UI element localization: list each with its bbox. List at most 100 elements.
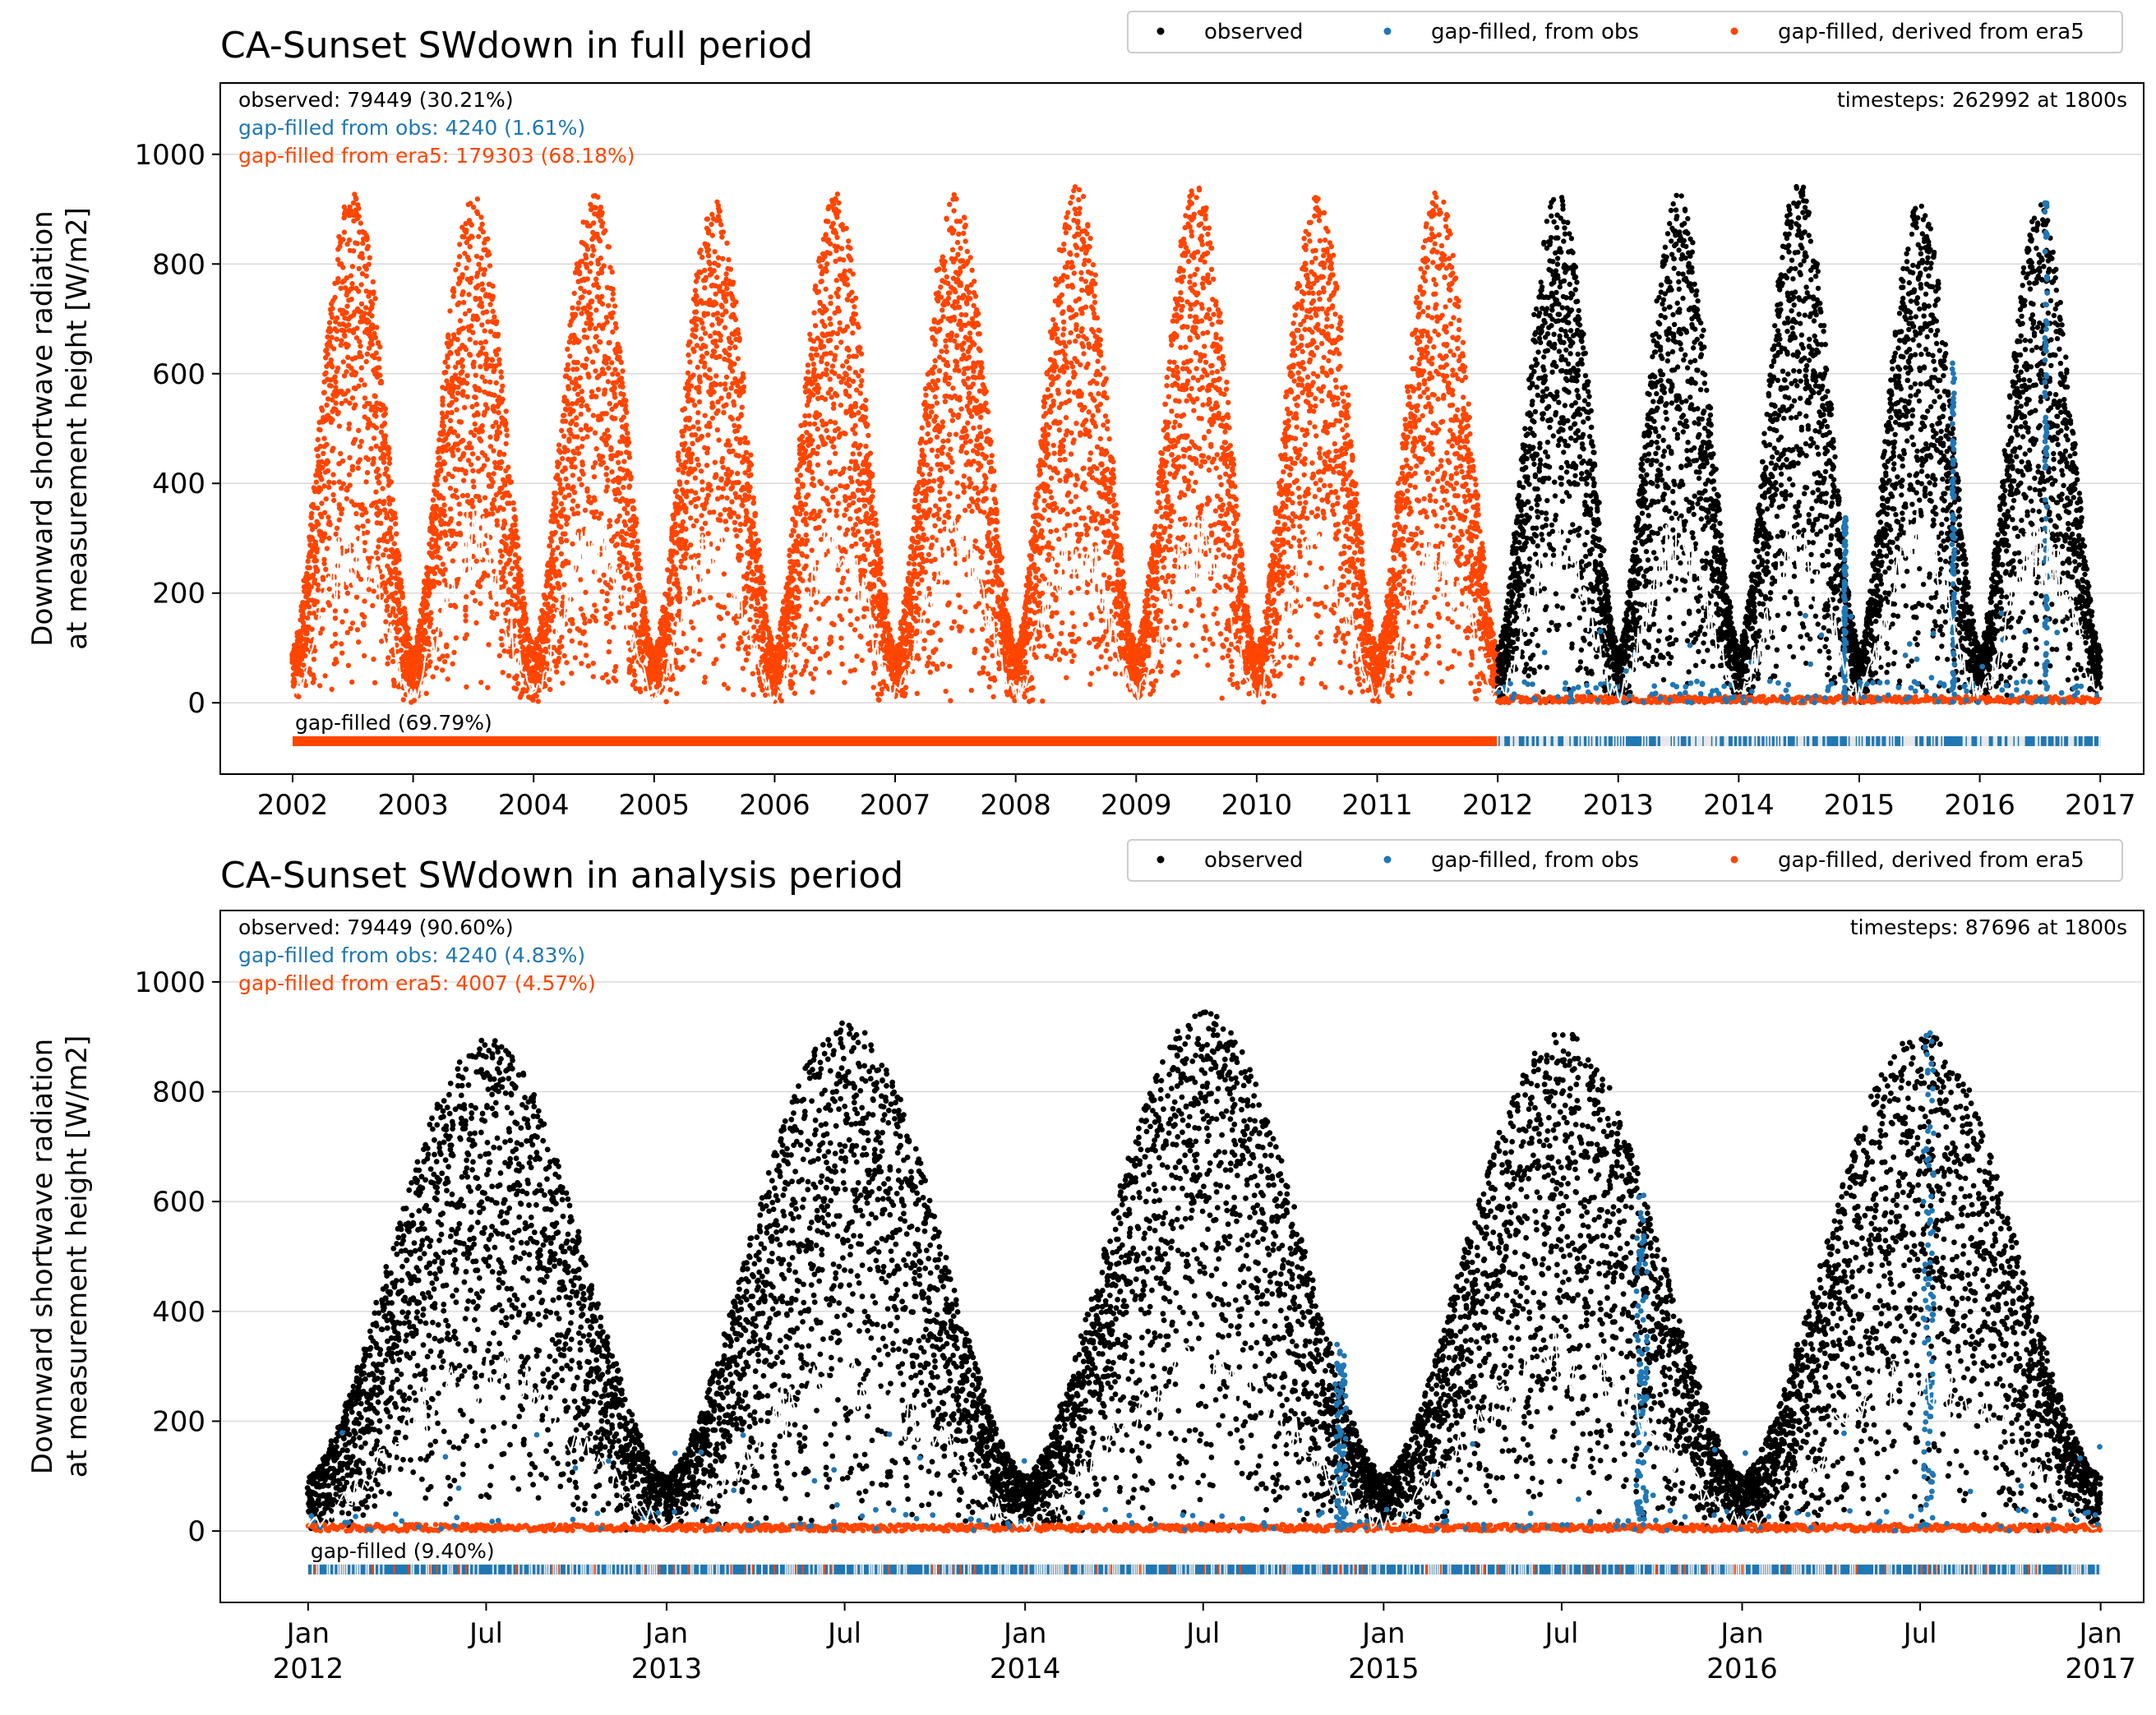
gap-strip-era5-ticks bbox=[314, 1564, 2059, 1574]
legend-entry-1: observed bbox=[1204, 848, 1304, 873]
x-tick-label-month: Jul bbox=[1184, 1617, 1220, 1650]
legend-entry-1: observed bbox=[1204, 20, 1304, 44]
stats-line-1: observed: 79449 (30.21%) bbox=[238, 88, 514, 112]
gap-filled-label: gap-filled (69.79%) bbox=[295, 711, 492, 735]
x-tick-label-month: Jul bbox=[468, 1617, 503, 1650]
x-tick-label-month: Jan bbox=[1360, 1617, 1405, 1650]
x-tick-label: 2014 bbox=[1703, 789, 1775, 822]
x-tick-label: 2008 bbox=[980, 789, 1051, 822]
x-tick-label: 2007 bbox=[860, 789, 931, 822]
axes-frame bbox=[219, 82, 2144, 775]
data-points bbox=[289, 183, 2103, 706]
gap-strip bbox=[307, 1564, 2101, 1574]
x-tick-label: 2010 bbox=[1221, 789, 1293, 822]
legend-marker-3 bbox=[1730, 27, 1738, 35]
plot-area bbox=[220, 981, 2144, 1574]
legend-entry-3: gap-filled, derived from era5 bbox=[1778, 20, 2084, 44]
data-points bbox=[304, 1009, 2103, 1534]
legend-entry-3: gap-filled, derived from era5 bbox=[1778, 848, 2084, 873]
legend-frame bbox=[1127, 11, 2123, 53]
x-tick-label-month: Jul bbox=[1543, 1617, 1578, 1650]
x-tick-label-month: Jul bbox=[826, 1617, 861, 1650]
x-tick-label-year: 2017 bbox=[2065, 1653, 2136, 1685]
y-tick-label: 400 bbox=[152, 1296, 205, 1329]
y-tick-label: 1000 bbox=[134, 139, 205, 172]
x-tick-label-month: Jan bbox=[285, 1617, 330, 1650]
legend-marker-2 bbox=[1383, 855, 1392, 864]
plot-area bbox=[220, 154, 2144, 746]
x-tick-label-year: 2013 bbox=[631, 1653, 703, 1685]
legend-marker-1 bbox=[1156, 27, 1165, 35]
legend-entry-2: gap-filled, from obs bbox=[1431, 848, 1639, 873]
daily-mean-line bbox=[307, 1321, 2098, 1533]
observed-series bbox=[304, 1009, 2103, 1533]
legend: observed gap-filled, from obs gap-filled, … bbox=[1127, 11, 2123, 53]
stats-line-3: gap-filled from era5: 179303 (68.18%) bbox=[238, 144, 635, 168]
x-tick-label: 2015 bbox=[1824, 789, 1895, 822]
y-axis-label-line1: Downward shortwave radiation bbox=[26, 210, 59, 646]
legend-marker-2 bbox=[1383, 27, 1392, 35]
x-tick-label: 2004 bbox=[498, 789, 570, 822]
x-tick-label: 2013 bbox=[1582, 789, 1654, 822]
x-tick-label-month: Jan bbox=[1002, 1617, 1046, 1650]
x-tick-label: 2017 bbox=[2065, 789, 2136, 822]
x-tick-label: 2016 bbox=[1944, 789, 2015, 822]
x-tick-label: 2011 bbox=[1341, 789, 1413, 822]
gap-strip-gaps bbox=[1497, 735, 2100, 746]
y-tick-label: 800 bbox=[152, 248, 205, 281]
legend-frame bbox=[1127, 839, 2123, 882]
legend-marker-1 bbox=[1156, 855, 1165, 864]
y-tick-label: 0 bbox=[187, 687, 205, 720]
timesteps-label: timesteps: 262992 at 1800s bbox=[1837, 88, 2127, 112]
stats-line-2: gap-filled from obs: 4240 (4.83%) bbox=[238, 943, 585, 967]
legend: observed gap-filled, from obs gap-filled, … bbox=[1127, 839, 2123, 882]
x-tick-label-year: 2015 bbox=[1348, 1653, 1420, 1685]
gap-strip-gaps bbox=[312, 1564, 2101, 1574]
chart-title: CA-Sunset SWdown in analysis period bbox=[220, 855, 903, 897]
stats-line-1: observed: 79449 (90.60%) bbox=[238, 915, 514, 939]
era5-near-zero bbox=[305, 1521, 2103, 1534]
y-axis-label: Downward shortwave radiation at measureme… bbox=[26, 207, 94, 650]
chart-panel-2: CA-Sunset SWdown in analysis period obser… bbox=[26, 839, 2144, 1685]
gap-strip bbox=[292, 735, 2101, 746]
timesteps-label: timesteps: 87696 at 1800s bbox=[1850, 915, 2127, 939]
x-tick-label-month: Jul bbox=[1902, 1617, 1937, 1650]
x-tick-label: 2006 bbox=[739, 789, 810, 822]
y-axis-label-line1: Downward shortwave radiation bbox=[26, 1039, 59, 1474]
y-tick-label: 1000 bbox=[134, 966, 205, 999]
x-tick-label: 2009 bbox=[1101, 789, 1172, 822]
x-tick-label: 2002 bbox=[257, 789, 329, 822]
y-axis-label-line2: at measurement height [W/m2] bbox=[61, 207, 94, 650]
x-tick-label-month: Jan bbox=[1719, 1617, 1763, 1650]
y-axis-label: Downward shortwave radiation at measureme… bbox=[26, 1035, 94, 1478]
x-tick-label: 2003 bbox=[377, 789, 449, 822]
x-tick-label-year: 2014 bbox=[990, 1653, 1061, 1685]
y-tick-label: 400 bbox=[152, 468, 205, 500]
y-tick-label: 200 bbox=[152, 578, 205, 611]
x-tick-label: 2012 bbox=[1462, 789, 1534, 822]
observed-series bbox=[1494, 183, 2103, 705]
x-tick-label: 2005 bbox=[619, 789, 690, 822]
y-tick-label: 200 bbox=[152, 1405, 205, 1438]
y-tick-label: 800 bbox=[152, 1076, 205, 1109]
x-tick-label-year: 2016 bbox=[1706, 1653, 1778, 1685]
gap-strip-era5 bbox=[292, 735, 1498, 746]
y-tick-label: 600 bbox=[152, 1186, 205, 1219]
x-tick-label-year: 2012 bbox=[273, 1653, 344, 1685]
stats-line-2: gap-filled from obs: 4240 (1.61%) bbox=[238, 116, 585, 140]
daily-mean-line bbox=[292, 507, 2102, 704]
era5-series bbox=[289, 184, 1501, 705]
stats-line-3: gap-filled from era5: 4007 (4.57%) bbox=[238, 971, 596, 995]
legend-marker-3 bbox=[1730, 855, 1738, 864]
y-axis-label-line2: at measurement height [W/m2] bbox=[61, 1035, 94, 1478]
gap-filled-label: gap-filled (9.40%) bbox=[311, 1539, 495, 1563]
axes-frame bbox=[219, 910, 2144, 1603]
x-tick-label-month: Jan bbox=[644, 1617, 688, 1650]
y-tick-label: 0 bbox=[187, 1515, 205, 1548]
x-tick-label-month: Jan bbox=[2077, 1617, 2121, 1650]
legend-entry-2: gap-filled, from obs bbox=[1431, 20, 1639, 44]
y-tick-label: 600 bbox=[152, 358, 205, 391]
chart-panel-1: CA-Sunset SWdown in full period observed g… bbox=[26, 11, 2144, 822]
chart-title: CA-Sunset SWdown in full period bbox=[220, 25, 813, 67]
